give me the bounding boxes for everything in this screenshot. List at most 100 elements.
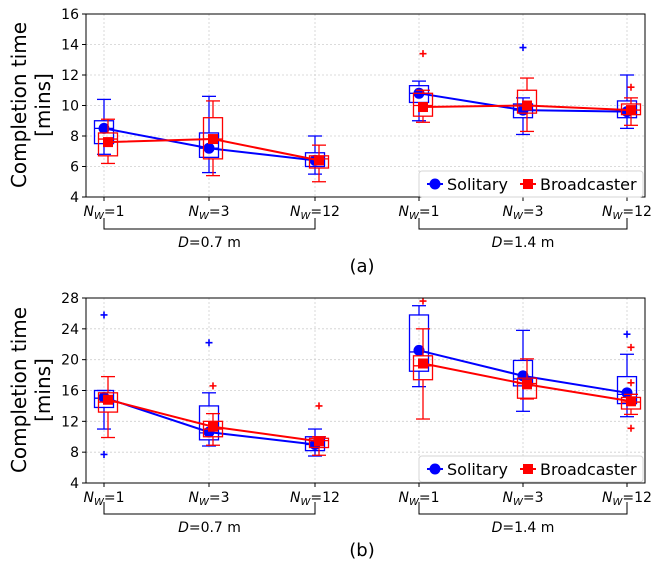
mean-marker xyxy=(208,134,218,145)
outlier-marker xyxy=(205,339,213,347)
y-tick-label: 24 xyxy=(61,322,79,338)
legend-marker xyxy=(429,178,441,190)
x-tick-label: NW=1 xyxy=(398,204,439,222)
mean-marker xyxy=(626,105,636,116)
group-var: D xyxy=(178,235,189,251)
x-tick-var: N xyxy=(290,490,301,506)
x-tick-label: NW=3 xyxy=(502,204,543,222)
y-tick-label: 28 xyxy=(61,291,79,307)
box-iqr xyxy=(412,92,434,117)
outlier-marker xyxy=(419,50,427,58)
x-tick-var: N xyxy=(290,204,301,220)
box-iqr xyxy=(202,117,224,160)
x-tick-var: N xyxy=(188,204,199,220)
mean-marker xyxy=(522,100,532,111)
y-tick-label: 8 xyxy=(70,129,79,145)
outlier-marker xyxy=(627,424,635,432)
panel-caption: (b) xyxy=(349,540,374,561)
group-bracket xyxy=(103,218,316,230)
x-tick-value: =3 xyxy=(209,204,230,220)
outlier-marker xyxy=(100,450,108,458)
box-solitary xyxy=(93,311,115,458)
group-var: D xyxy=(492,235,503,251)
x-tick-sub: W xyxy=(199,211,210,222)
x-tick-value: =1 xyxy=(104,490,125,506)
box-broadcaster xyxy=(620,343,642,432)
x-tick-label: NW=12 xyxy=(602,490,652,508)
y-tick-label: 16 xyxy=(61,7,79,23)
box-broadcaster xyxy=(412,297,434,420)
y-axis-label-unit: [mins] xyxy=(31,358,55,422)
grid xyxy=(86,14,645,197)
x-tick-label: NW=3 xyxy=(188,490,229,508)
x-tick-sub: W xyxy=(94,497,105,508)
x-tick-sub: W xyxy=(94,211,105,222)
y-tick-label: 6 xyxy=(70,160,79,176)
group-value: =1.4 m xyxy=(502,235,554,251)
legend-marker xyxy=(523,464,533,474)
mean-marker xyxy=(522,379,532,390)
box-broadcaster xyxy=(620,83,642,126)
x-tick-value: =3 xyxy=(523,204,544,220)
box-broadcaster xyxy=(412,50,434,123)
x-tick-sub: W xyxy=(199,497,210,508)
x-tick-label: NW=1 xyxy=(83,204,124,222)
x-tick-var: N xyxy=(83,204,94,220)
x-tick-var: N xyxy=(188,490,199,506)
panel-caption: (a) xyxy=(349,256,374,277)
legend-label: Solitary xyxy=(447,460,508,479)
x-tick-var: N xyxy=(83,490,94,506)
y-tick-label: 4 xyxy=(70,476,79,492)
series-solitary xyxy=(93,44,638,175)
mean-marker xyxy=(621,387,633,399)
group-value: =1.4 m xyxy=(502,520,554,536)
legend: Solitary Broadcaster xyxy=(418,455,644,483)
group-label: D=1.4 m xyxy=(492,520,555,536)
box-iqr xyxy=(198,132,220,158)
box-iqr xyxy=(516,89,538,114)
x-tick-sub: W xyxy=(513,211,524,222)
outlier-marker xyxy=(627,83,635,91)
x-tick-var: N xyxy=(602,204,613,220)
legend: Solitary Broadcaster xyxy=(418,170,644,198)
group-label: D=1.4 m xyxy=(492,235,555,251)
outlier-marker xyxy=(315,402,323,410)
outlier-marker xyxy=(209,382,217,390)
x-tick-sub: W xyxy=(409,497,420,508)
x-tick-label: NW=12 xyxy=(602,204,652,222)
series-broadcaster xyxy=(97,50,642,183)
outlier-marker xyxy=(623,330,631,338)
group-label: D=0.7 m xyxy=(178,235,241,251)
box-solitary xyxy=(616,74,638,130)
mean-marker xyxy=(314,436,324,447)
group-var: D xyxy=(492,520,503,536)
x-tick-label: NW=12 xyxy=(290,490,340,508)
legend-marker xyxy=(523,179,533,189)
plot-frame xyxy=(85,13,646,198)
x-tick-sub: W xyxy=(513,497,524,508)
outlier-marker xyxy=(627,343,635,351)
y-tick-label: 14 xyxy=(61,38,79,54)
group-bracket xyxy=(418,218,628,230)
y-tick-label: 12 xyxy=(61,68,79,84)
mean-marker xyxy=(98,122,110,134)
group-var: D xyxy=(178,520,189,536)
x-tick-value: =12 xyxy=(622,490,652,506)
y-tick-label: 10 xyxy=(61,99,79,115)
x-tick-var: N xyxy=(602,490,613,506)
group-label: D=0.7 m xyxy=(178,520,241,536)
group-bracket xyxy=(103,502,316,515)
box-iqr xyxy=(93,389,115,409)
mean-marker xyxy=(413,344,425,356)
x-tick-value: =1 xyxy=(419,490,440,506)
x-tick-label: NW=1 xyxy=(398,490,439,508)
y-tick-label: 16 xyxy=(61,384,79,400)
box-broadcaster xyxy=(516,358,538,400)
y-tick-label: 4 xyxy=(70,190,79,206)
legend-marker xyxy=(429,463,441,475)
mean-marker xyxy=(103,394,113,405)
x-tick-var: N xyxy=(398,204,409,220)
